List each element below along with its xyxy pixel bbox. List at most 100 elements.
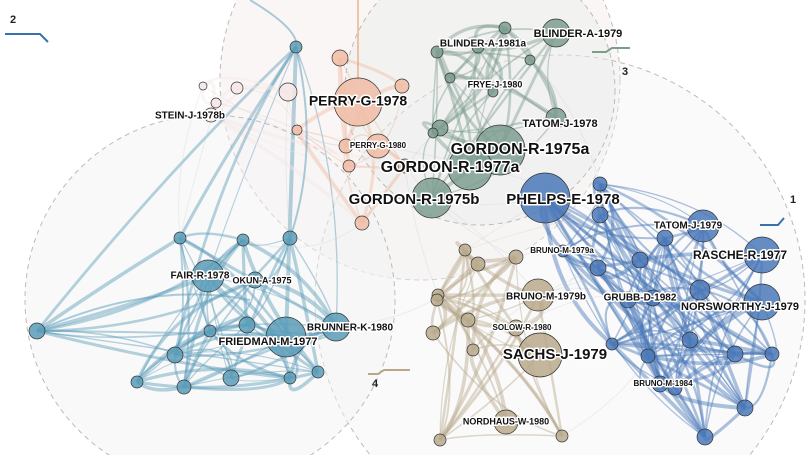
labels: BLINDER-A-1981a BLINDER-A-1979 FRYE-J-1980… xyxy=(153,26,800,427)
edge xyxy=(562,250,706,438)
node xyxy=(166,346,184,364)
node xyxy=(425,325,441,341)
node xyxy=(644,289,662,307)
edge xyxy=(438,249,467,441)
node-label: BLINDER-A-1979 xyxy=(534,28,623,40)
edge xyxy=(611,301,763,345)
node-label: NORDHAUS-W-1980 xyxy=(463,416,549,426)
node xyxy=(331,49,349,67)
node xyxy=(342,159,356,173)
node xyxy=(689,279,711,301)
edge xyxy=(295,46,338,328)
cluster-marker-line xyxy=(592,47,630,53)
edge xyxy=(439,434,563,441)
node xyxy=(291,124,303,136)
edge xyxy=(599,214,654,299)
node xyxy=(289,40,303,54)
edge xyxy=(611,342,736,356)
edge xyxy=(404,165,439,296)
node xyxy=(466,343,480,357)
node xyxy=(176,379,192,395)
edge xyxy=(599,183,701,291)
node xyxy=(238,316,256,334)
edge xyxy=(611,329,691,345)
node xyxy=(365,133,391,159)
edge xyxy=(178,85,204,239)
node xyxy=(394,78,410,94)
edge xyxy=(597,267,736,355)
edge xyxy=(229,237,292,379)
node xyxy=(487,86,499,98)
cluster-number: 4 xyxy=(372,378,379,390)
edge xyxy=(287,91,347,147)
node-label: BRUNO-M-1979b xyxy=(506,292,586,303)
edge xyxy=(35,45,297,332)
node xyxy=(203,107,219,123)
node xyxy=(447,145,493,191)
edge xyxy=(436,299,451,441)
edge xyxy=(561,355,649,437)
edge xyxy=(438,256,518,441)
edge xyxy=(639,259,773,355)
node-label: NORSWORTHY-J-1979 xyxy=(681,301,799,313)
node-label: PERRY-G-1980 xyxy=(350,141,407,150)
node-label: TATOM-J-1979 xyxy=(654,221,723,232)
edge xyxy=(663,237,773,356)
cluster-number: 2 xyxy=(10,14,16,26)
node xyxy=(696,428,714,446)
node xyxy=(460,312,476,328)
edge xyxy=(674,225,704,389)
edge xyxy=(135,323,248,384)
node xyxy=(222,369,240,387)
edge xyxy=(178,237,190,388)
node xyxy=(430,45,444,59)
node xyxy=(541,18,571,48)
node xyxy=(203,324,217,338)
edge xyxy=(627,299,707,438)
edge xyxy=(472,267,599,351)
edge xyxy=(599,183,763,256)
edge xyxy=(598,183,707,438)
node-label: SACHS-J-1979 xyxy=(503,346,607,363)
edge xyxy=(435,24,506,53)
edge xyxy=(562,223,704,252)
node-label: GRUBB-D-1982 xyxy=(604,293,677,304)
edge xyxy=(431,27,506,199)
node xyxy=(507,319,525,337)
edge xyxy=(431,255,518,335)
edge xyxy=(178,46,298,239)
node xyxy=(545,107,567,129)
edge xyxy=(599,182,764,303)
node xyxy=(265,316,307,358)
edge xyxy=(439,263,479,441)
edge xyxy=(515,295,629,329)
edge xyxy=(174,325,337,358)
node xyxy=(333,77,383,127)
edge xyxy=(561,249,747,410)
node xyxy=(498,21,512,35)
edge xyxy=(431,32,557,199)
node-label: SOLOW-R-1980 xyxy=(493,323,553,332)
node xyxy=(278,82,298,102)
cluster-marker-line xyxy=(5,33,49,43)
edge xyxy=(544,197,736,355)
node-label: BRUNNER-K-1980 xyxy=(307,323,394,334)
edge xyxy=(439,32,557,129)
edge xyxy=(562,250,691,341)
node xyxy=(471,40,485,54)
edge xyxy=(183,370,319,388)
node-label: BLINDER-A-1981a xyxy=(440,39,527,50)
edge xyxy=(182,238,245,388)
node xyxy=(283,371,297,385)
node xyxy=(411,177,453,219)
node xyxy=(397,158,413,174)
node xyxy=(743,283,781,321)
edge xyxy=(438,294,540,441)
node-label: GORDON-R-1975b xyxy=(349,191,480,208)
node xyxy=(433,433,447,447)
node xyxy=(236,233,250,247)
edge xyxy=(36,293,251,332)
node xyxy=(736,399,754,417)
edge xyxy=(289,46,308,239)
